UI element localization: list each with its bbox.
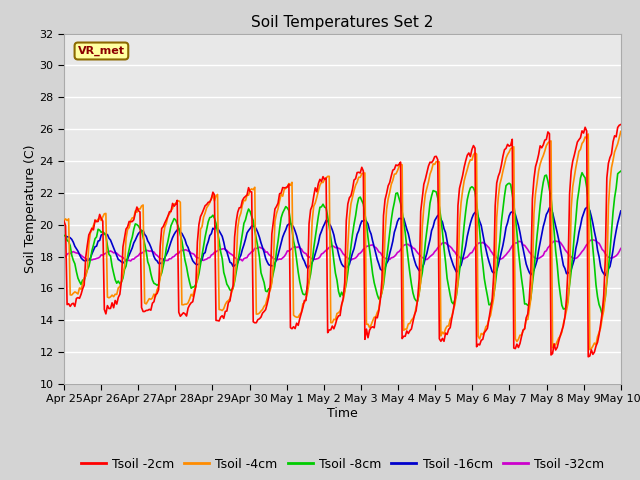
Tsoil -16cm (254, 230, 262, 236)
Title: Soil Temperatures Set 2: Soil Temperatures Set 2 (252, 15, 433, 30)
Tsoil -16cm (244, 228, 252, 233)
Tsoil -4cm (303, 290, 311, 296)
Line: Tsoil -16cm: Tsoil -16cm (64, 207, 621, 276)
Tsoil -8cm (244, 206, 252, 212)
Tsoil -2cm (254, 317, 262, 323)
Line: Tsoil -2cm: Tsoil -2cm (64, 124, 621, 357)
Tsoil -4cm (588, 346, 595, 351)
Tsoil -8cm (617, 168, 625, 174)
Y-axis label: Soil Temperature (C): Soil Temperature (C) (24, 144, 36, 273)
Tsoil -8cm (303, 284, 311, 289)
Tsoil -2cm (588, 347, 595, 353)
Tsoil -32cm (246, 251, 254, 256)
Tsoil -4cm (244, 192, 252, 198)
Tsoil -2cm (226, 298, 234, 304)
Tsoil -32cm (127, 258, 134, 264)
Tsoil -32cm (60, 255, 68, 261)
Tsoil -8cm (254, 244, 262, 250)
Line: Tsoil -4cm: Tsoil -4cm (64, 132, 621, 349)
Legend: Tsoil -2cm, Tsoil -4cm, Tsoil -8cm, Tsoil -16cm, Tsoil -32cm: Tsoil -2cm, Tsoil -4cm, Tsoil -8cm, Tsoi… (76, 453, 609, 476)
Tsoil -32cm (305, 254, 313, 260)
Tsoil -8cm (226, 287, 234, 293)
Tsoil -4cm (617, 129, 625, 134)
Text: VR_met: VR_met (78, 46, 125, 56)
Tsoil -32cm (617, 246, 625, 252)
Tsoil -2cm (303, 279, 311, 285)
Tsoil -16cm (303, 265, 311, 271)
X-axis label: Time: Time (327, 407, 358, 420)
Tsoil -32cm (130, 256, 138, 262)
Tsoil -16cm (129, 245, 136, 251)
Tsoil -2cm (60, 218, 68, 224)
Tsoil -4cm (254, 311, 262, 317)
Tsoil -32cm (588, 237, 595, 243)
Tsoil -8cm (598, 312, 606, 317)
Tsoil -2cm (584, 354, 592, 360)
Tsoil -2cm (129, 219, 136, 225)
Tsoil -16cm (226, 259, 234, 265)
Tsoil -8cm (129, 234, 136, 240)
Tsoil -4cm (60, 217, 68, 223)
Line: Tsoil -8cm: Tsoil -8cm (64, 171, 621, 314)
Tsoil -4cm (129, 215, 136, 221)
Tsoil -32cm (589, 237, 596, 242)
Tsoil -16cm (617, 208, 625, 214)
Tsoil -4cm (586, 347, 594, 352)
Tsoil -2cm (617, 121, 625, 127)
Tsoil -16cm (583, 204, 591, 210)
Tsoil -16cm (588, 214, 595, 219)
Tsoil -32cm (228, 252, 236, 257)
Tsoil -8cm (60, 233, 68, 239)
Tsoil -4cm (226, 296, 234, 301)
Tsoil -2cm (244, 185, 252, 191)
Tsoil -16cm (602, 273, 609, 278)
Tsoil -8cm (586, 212, 594, 217)
Tsoil -32cm (255, 244, 263, 250)
Tsoil -16cm (60, 236, 68, 241)
Line: Tsoil -32cm: Tsoil -32cm (64, 240, 621, 261)
